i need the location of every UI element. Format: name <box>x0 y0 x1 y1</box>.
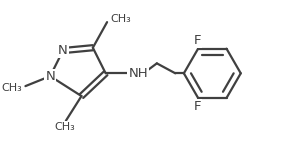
Text: CH₃: CH₃ <box>2 83 23 93</box>
Text: F: F <box>194 100 201 113</box>
Text: NH: NH <box>129 67 148 80</box>
Text: CH₃: CH₃ <box>110 14 131 24</box>
Text: CH₃: CH₃ <box>54 122 75 132</box>
Text: F: F <box>194 34 201 47</box>
Text: N: N <box>45 70 55 83</box>
Text: N: N <box>58 44 68 57</box>
